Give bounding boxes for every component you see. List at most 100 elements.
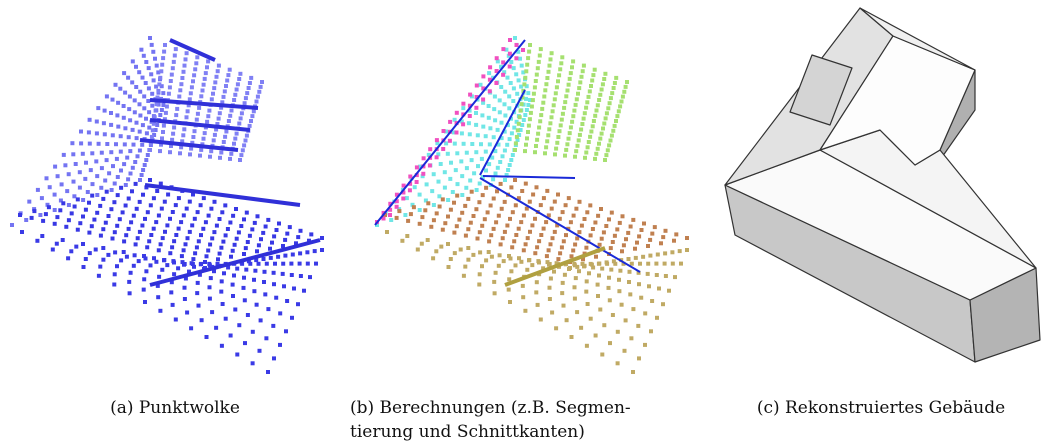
- point: [193, 251, 197, 255]
- point: [405, 234, 409, 238]
- point: [569, 71, 573, 75]
- point: [188, 200, 192, 204]
- point: [147, 126, 151, 130]
- point: [150, 104, 154, 108]
- point: [428, 147, 432, 151]
- point: [416, 248, 420, 252]
- point: [523, 149, 527, 153]
- point: [542, 227, 546, 231]
- point: [468, 132, 472, 136]
- point: [224, 317, 228, 321]
- point: [235, 132, 239, 136]
- point: [524, 182, 528, 186]
- point: [227, 119, 231, 123]
- point: [165, 263, 169, 267]
- point: [499, 242, 503, 246]
- point: [538, 54, 542, 58]
- point: [119, 258, 123, 262]
- point: [99, 186, 103, 190]
- point: [235, 267, 239, 271]
- point: [493, 95, 497, 99]
- point: [263, 292, 267, 296]
- point: [503, 90, 507, 94]
- point: [483, 217, 487, 221]
- point: [555, 141, 559, 145]
- point: [553, 152, 557, 156]
- point: [575, 310, 579, 314]
- point: [508, 52, 512, 56]
- point: [443, 221, 447, 225]
- point: [261, 231, 265, 235]
- point: [555, 85, 559, 89]
- point: [476, 237, 480, 241]
- point: [244, 96, 248, 100]
- point: [497, 264, 501, 268]
- point: [466, 246, 470, 250]
- point: [143, 163, 147, 167]
- point: [412, 205, 416, 209]
- point: [162, 50, 166, 54]
- point: [70, 211, 74, 215]
- point: [122, 162, 126, 166]
- point: [664, 274, 668, 278]
- point: [617, 109, 621, 113]
- point: [66, 256, 70, 260]
- point: [479, 142, 483, 146]
- point: [596, 214, 600, 218]
- point: [223, 135, 227, 139]
- point: [582, 264, 586, 268]
- point: [155, 189, 159, 193]
- point: [535, 280, 539, 284]
- point: [488, 65, 492, 69]
- point: [275, 228, 279, 232]
- caption-line: (c) Rekonstruiertes Gebäude: [716, 396, 1046, 420]
- point: [453, 251, 457, 255]
- point: [527, 50, 531, 54]
- point: [449, 257, 453, 261]
- point: [64, 225, 68, 229]
- point: [123, 126, 127, 130]
- point: [146, 99, 150, 103]
- point: [607, 217, 611, 221]
- point: [174, 47, 178, 51]
- point: [472, 214, 476, 218]
- point: [579, 326, 583, 330]
- point: [514, 72, 518, 76]
- point: [121, 210, 125, 214]
- point: [188, 230, 192, 234]
- point: [147, 86, 151, 90]
- point: [229, 152, 233, 156]
- point: [166, 193, 170, 197]
- point: [193, 129, 197, 133]
- point: [141, 76, 145, 80]
- point: [138, 114, 142, 118]
- point: [571, 114, 575, 118]
- point: [157, 82, 161, 86]
- point: [488, 142, 492, 146]
- point: [172, 126, 176, 130]
- point: [556, 193, 560, 197]
- point: [573, 297, 577, 301]
- point: [89, 168, 93, 172]
- point: [41, 219, 45, 223]
- point: [233, 93, 237, 97]
- point: [593, 157, 597, 161]
- point: [215, 75, 219, 79]
- point: [260, 80, 264, 84]
- point: [441, 197, 445, 201]
- point: [455, 194, 459, 198]
- point: [136, 154, 140, 158]
- point: [447, 265, 451, 269]
- point: [602, 230, 606, 234]
- point: [309, 232, 313, 236]
- point: [122, 71, 126, 75]
- point: [508, 217, 512, 221]
- point: [561, 281, 565, 285]
- point: [183, 286, 187, 290]
- point: [142, 54, 146, 58]
- point: [296, 302, 300, 306]
- point: [242, 143, 246, 147]
- point: [107, 171, 111, 175]
- point: [215, 224, 219, 228]
- point: [118, 87, 122, 91]
